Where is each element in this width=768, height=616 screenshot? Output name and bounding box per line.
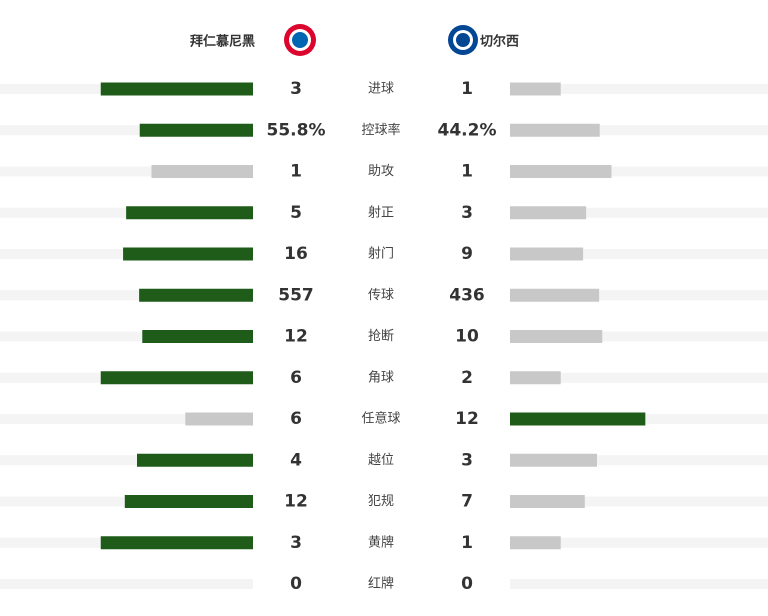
away-value: 12 bbox=[455, 409, 479, 429]
track bbox=[510, 84, 768, 94]
home-bar bbox=[142, 330, 253, 343]
track bbox=[510, 290, 768, 301]
away-value: 1 bbox=[461, 533, 473, 553]
away-logo bbox=[448, 25, 478, 55]
away-value: 2 bbox=[461, 368, 473, 388]
stat-name: 射正 bbox=[368, 204, 394, 220]
home-value: 5 bbox=[290, 203, 302, 223]
away-bar bbox=[510, 165, 612, 178]
away-bar bbox=[510, 206, 587, 220]
track bbox=[0, 579, 253, 589]
away-bar bbox=[510, 123, 600, 137]
stat-name: 角球 bbox=[368, 370, 394, 385]
away-value: 1 bbox=[461, 162, 473, 182]
away-value: 1 bbox=[461, 79, 473, 99]
away-bar bbox=[510, 330, 603, 343]
away-bar bbox=[510, 495, 585, 508]
track bbox=[510, 166, 768, 177]
track bbox=[0, 166, 253, 177]
away-bar bbox=[510, 82, 561, 96]
home-bar bbox=[100, 536, 253, 550]
away-value: 0 bbox=[461, 574, 473, 594]
home-value: 4 bbox=[290, 450, 302, 470]
stat-name: 传球 bbox=[368, 288, 394, 303]
home-value: 16 bbox=[284, 244, 308, 264]
track bbox=[510, 207, 768, 218]
stat-name: 任意球 bbox=[361, 411, 400, 427]
away-bar bbox=[510, 288, 600, 302]
home-value: 12 bbox=[284, 327, 308, 347]
track bbox=[0, 125, 253, 136]
home-value: 557 bbox=[278, 285, 314, 305]
stat-name: 控球率 bbox=[361, 122, 400, 138]
home-team: 拜仁慕尼黑 bbox=[190, 34, 255, 50]
away-bar bbox=[510, 247, 584, 261]
away-value: 436 bbox=[449, 285, 485, 305]
away-value: 9 bbox=[461, 244, 473, 264]
track bbox=[0, 455, 253, 466]
track bbox=[510, 331, 768, 342]
away-value: 7 bbox=[461, 492, 473, 512]
home-bar bbox=[100, 371, 253, 385]
home-value: 55.8% bbox=[267, 120, 326, 140]
stat-name: 黄牌 bbox=[368, 534, 394, 550]
track bbox=[510, 537, 768, 548]
away-bar bbox=[510, 453, 597, 467]
home-value: 6 bbox=[290, 368, 302, 388]
home-bar bbox=[139, 123, 253, 137]
away-bar bbox=[510, 412, 646, 426]
stat-name: 射门 bbox=[368, 246, 394, 262]
home-value: 6 bbox=[290, 409, 302, 429]
home-logo bbox=[284, 24, 316, 56]
home-value: 0 bbox=[290, 574, 302, 594]
home-value: 12 bbox=[284, 492, 308, 512]
home-bar bbox=[124, 495, 253, 508]
away-bar bbox=[510, 536, 561, 550]
away-value: 10 bbox=[455, 327, 479, 347]
home-bar bbox=[139, 288, 253, 302]
away-team: 切尔西 bbox=[480, 34, 519, 50]
track bbox=[510, 455, 768, 466]
home-bar bbox=[185, 412, 253, 426]
stat-name: 抢断 bbox=[368, 328, 394, 344]
away-value: 3 bbox=[461, 450, 473, 470]
track bbox=[510, 125, 768, 136]
home-bar bbox=[123, 247, 253, 261]
away-value: 3 bbox=[461, 203, 473, 223]
stat-name: 犯规 bbox=[368, 494, 394, 509]
home-bar bbox=[126, 206, 253, 220]
stat-name: 越位 bbox=[368, 453, 394, 468]
stat-name: 红牌 bbox=[368, 576, 394, 592]
home-value: 3 bbox=[290, 79, 302, 99]
track bbox=[510, 579, 768, 589]
track bbox=[510, 249, 768, 259]
away-value: 44.2% bbox=[438, 120, 497, 140]
track bbox=[510, 372, 768, 383]
track bbox=[0, 331, 253, 342]
stat-name: 进球 bbox=[368, 82, 394, 97]
track bbox=[0, 414, 253, 424]
away-bar bbox=[510, 371, 561, 385]
home-value: 3 bbox=[290, 533, 302, 553]
home-value: 1 bbox=[290, 162, 302, 182]
track bbox=[510, 496, 768, 507]
track bbox=[0, 290, 253, 301]
home-bar bbox=[100, 82, 253, 96]
home-bar bbox=[137, 453, 253, 467]
stat-name: 助攻 bbox=[368, 164, 394, 179]
home-bar bbox=[151, 165, 253, 178]
